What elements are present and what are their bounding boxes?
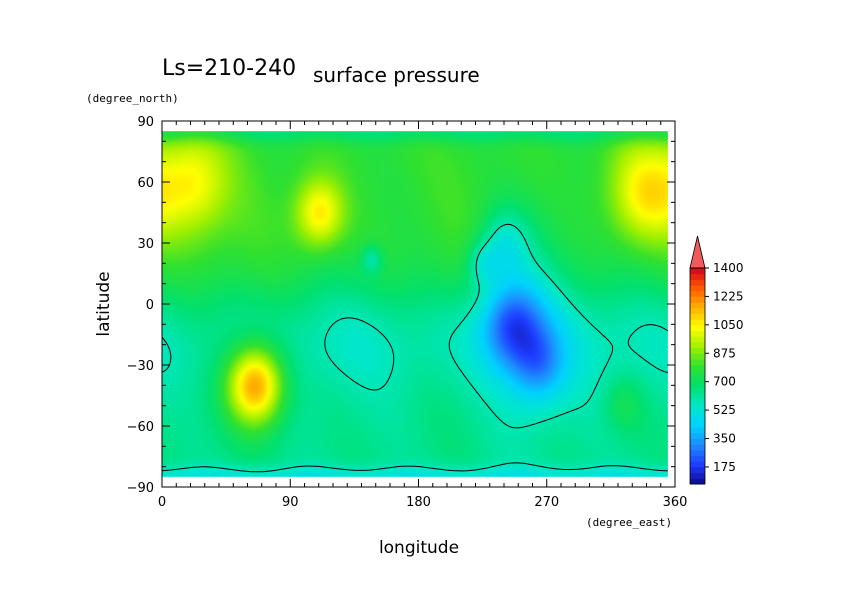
colorbar-label: 700: [713, 375, 736, 389]
colorbar-swatch: [690, 370, 705, 377]
colorbar-swatch: [690, 410, 705, 417]
colorbar-label: 1225: [713, 289, 744, 303]
colorbar-label: 175: [713, 460, 736, 474]
colorbar-swatch: [690, 461, 705, 468]
y-tick-label: −60: [127, 420, 154, 435]
pressure-field: [162, 131, 668, 477]
y-axis-units: (degree_north): [86, 92, 179, 105]
colorbar-swatch: [690, 415, 705, 422]
plot-area: [161, 120, 676, 488]
y-axis-label: latitude: [94, 271, 114, 336]
colorbar-swatch: [690, 444, 705, 451]
colorbar-swatch: [690, 268, 705, 275]
contour-line: [161, 223, 669, 473]
colorbar-swatch: [690, 347, 705, 354]
colorbar-swatch: [690, 302, 705, 309]
y-tick-label: 30: [137, 237, 154, 252]
colorbar-swatch: [690, 296, 705, 303]
colorbar-label: 875: [713, 346, 736, 360]
colorbar-swatch: [690, 432, 705, 440]
x-axis-label: longitude: [379, 538, 459, 558]
colorbar-swatch: [690, 376, 705, 383]
colorbar-swatch: [690, 307, 705, 314]
y-tick-label: −30: [127, 359, 154, 374]
colorbar-swatch: [690, 478, 705, 485]
colorbar-swatch: [690, 472, 705, 479]
colorbar-swatch: [690, 404, 705, 411]
colorbar-swatch: [690, 330, 705, 337]
colorbar-swatch: [690, 285, 705, 292]
colorbar-swatch: [690, 364, 705, 371]
colorbar-swatch: [690, 421, 705, 428]
y-tick-label: −90: [127, 481, 154, 496]
y-tick-label: 60: [137, 176, 154, 191]
colorbar-swatch: [690, 313, 705, 320]
x-axis-units: (degree_east): [586, 516, 672, 529]
colorbar: 1400 1225 1050 875 700 525 350 175: [689, 235, 744, 485]
colorbar-swatch: [690, 336, 705, 343]
colorbar-swatch: [690, 393, 705, 400]
colorbar-swatch: [690, 358, 705, 366]
colorbar-swatch: [690, 387, 705, 394]
y-axis: 90 60 30 0 −30 −60 −90: [127, 115, 675, 496]
x-tick-label: 360: [663, 495, 688, 510]
x-tick-label: 0: [158, 495, 166, 510]
colorbar-swatch: [690, 273, 705, 280]
x-tick-label: 90: [282, 495, 299, 510]
colorbar-swatch: [690, 455, 705, 462]
colorbar-label: 525: [713, 403, 736, 417]
colorbar-swatch: [690, 353, 705, 360]
colorbar-label: 350: [713, 432, 736, 446]
colorbar-swatch: [690, 466, 705, 474]
x-tick-label: 270: [534, 495, 559, 510]
chart-title: surface pressure: [313, 63, 480, 87]
x-tick-label: 180: [406, 495, 431, 510]
colorbar-swatch: [690, 341, 705, 349]
colorbar-swatch: [690, 438, 705, 445]
colorbar-swatch: [690, 398, 705, 405]
colorbar-label: 1400: [713, 261, 744, 275]
x-axis: 0 90 180 270 360: [158, 121, 688, 510]
colorbar-swatch: [690, 324, 705, 332]
colorbar-swatch: [690, 290, 705, 297]
y-tick-label: 0: [146, 298, 154, 313]
colorbar-label: 1050: [713, 318, 744, 332]
colorbar-swatch: [690, 279, 705, 286]
chart-subtitle: Ls=210-240: [162, 56, 296, 81]
colorbar-swatch: [690, 449, 705, 457]
colorbar-extend-arrow: [689, 235, 706, 269]
colorbar-swatch: [690, 427, 705, 434]
colorbar-frame: [689, 267, 706, 485]
colorbar-swatch: [690, 319, 705, 326]
colorbar-swatch: [690, 381, 705, 388]
y-tick-label: 90: [137, 115, 154, 130]
